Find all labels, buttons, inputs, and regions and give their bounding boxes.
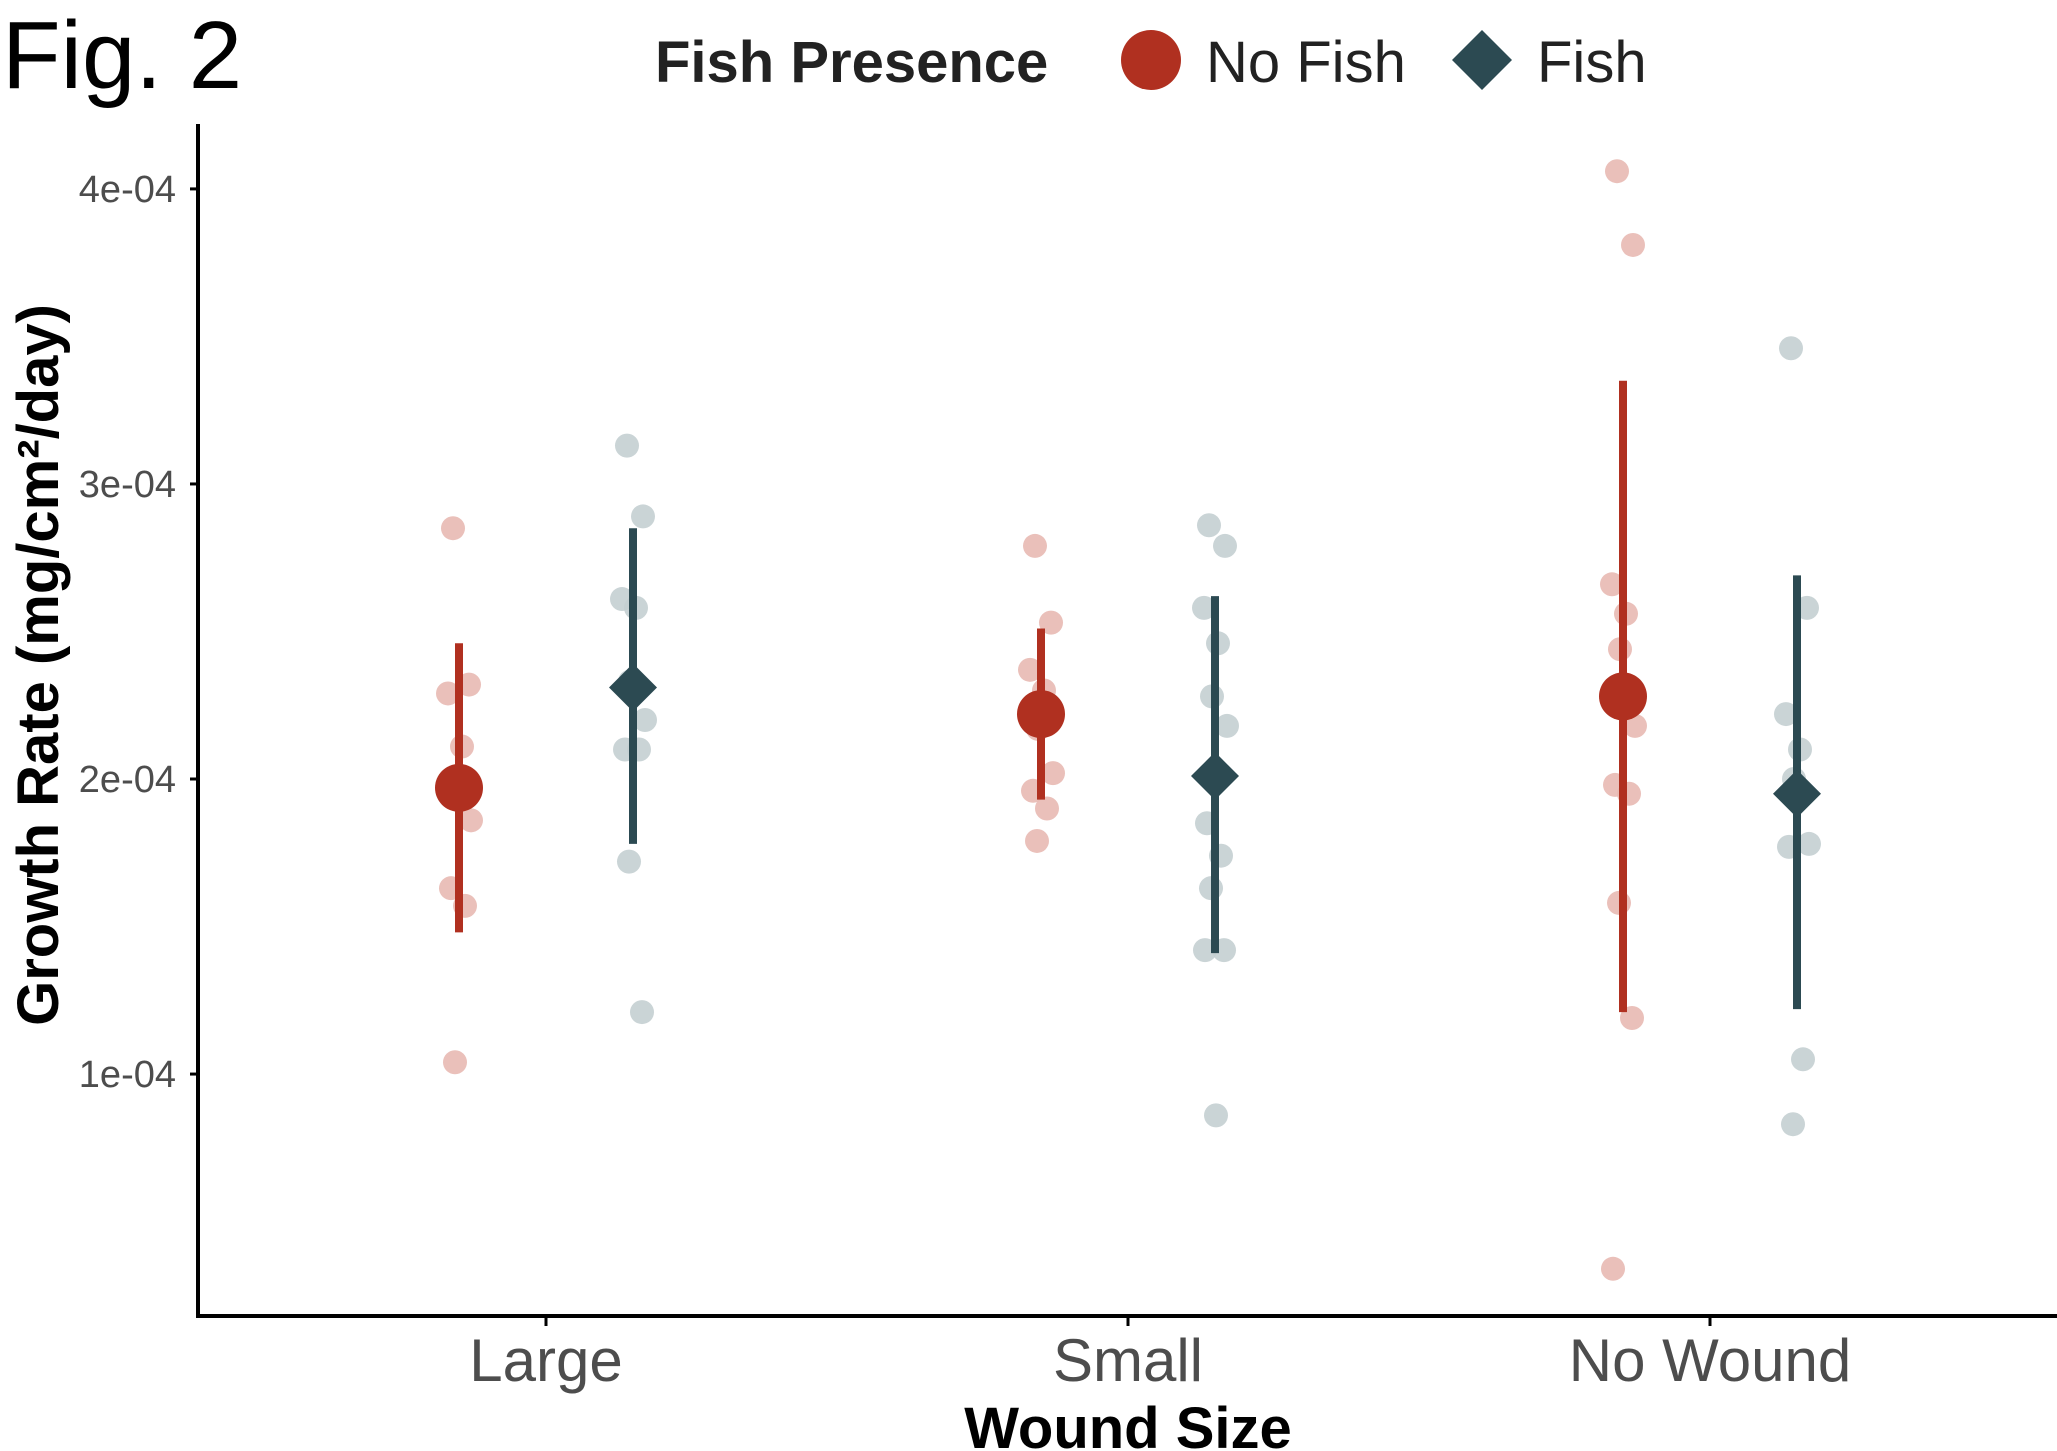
raw-points — [436, 159, 1821, 1281]
no-fish-raw-point — [443, 1050, 467, 1075]
fish-raw-point — [1213, 533, 1237, 558]
fish-raw-point — [1774, 702, 1798, 727]
fish-mean-point-no-wound — [1773, 769, 1821, 818]
legend-fish-marker — [1452, 30, 1512, 90]
fish-mean-point-small — [1191, 752, 1239, 801]
no-fish-mean-point-large — [435, 763, 483, 812]
fish-raw-point — [615, 433, 639, 458]
fish-raw-point — [1797, 831, 1821, 856]
fish-raw-point — [1791, 1047, 1815, 1072]
fish-raw-point — [617, 849, 641, 874]
x-tick-label: No Wound — [1569, 1327, 1851, 1394]
x-tick-label: Large — [469, 1327, 622, 1394]
legend: Fish Presence No Fish Fish — [655, 30, 1647, 95]
fish-mean-point-large — [609, 663, 657, 712]
fish-raw-point — [630, 1000, 654, 1025]
legend-fish-label: Fish — [1537, 30, 1647, 95]
legend-no-fish-marker — [1121, 30, 1181, 90]
error-bars — [455, 380, 1801, 1013]
x-tick-label: Small — [1053, 1327, 1203, 1394]
no-fish-raw-point — [1035, 796, 1059, 821]
x-axis-title: Wound Size — [964, 1396, 1292, 1451]
no-fish-raw-point — [441, 516, 465, 541]
no-fish-raw-point — [436, 681, 460, 706]
y-axis-title: Growth Rate (mg/cm²/day) — [6, 304, 71, 1026]
fish-raw-point — [1781, 1112, 1805, 1137]
no-fish-raw-point — [1041, 761, 1065, 786]
no-fish-raw-point — [459, 808, 483, 833]
legend-title: Fish Presence — [655, 30, 1048, 95]
no-fish-raw-point — [1600, 572, 1624, 597]
fish-raw-point — [1779, 336, 1803, 361]
no-fish-mean-point-small — [1017, 690, 1065, 739]
fish-raw-point — [631, 504, 655, 529]
fish-raw-point — [633, 708, 657, 732]
fish-raw-point — [1197, 513, 1221, 538]
no-fish-raw-point — [1623, 713, 1647, 738]
no-fish-mean-point-no-wound — [1599, 672, 1647, 721]
y-ticks: 1e-04 2e-04 3e-04 4e-04 — [79, 169, 198, 1096]
no-fish-raw-point — [1025, 828, 1049, 853]
y-tick-label: 4e-04 — [79, 169, 176, 211]
mean-markers — [435, 663, 1821, 818]
fish-raw-point — [1204, 1103, 1228, 1128]
x-ticks: Large Small No Wound — [469, 1316, 1851, 1394]
legend-no-fish-label: No Fish — [1206, 30, 1406, 95]
figure-label: Fig. 2 — [2, 2, 242, 109]
fish-raw-point — [1192, 595, 1216, 620]
no-fish-raw-point — [1621, 232, 1645, 257]
no-fish-raw-point — [1023, 533, 1047, 558]
y-tick-label: 1e-04 — [79, 1054, 176, 1096]
y-tick-label: 2e-04 — [79, 759, 176, 801]
y-tick-label: 3e-04 — [79, 464, 176, 506]
no-fish-raw-point — [1605, 159, 1629, 184]
fish-raw-point — [1215, 713, 1239, 738]
no-fish-raw-point — [1018, 657, 1042, 682]
no-fish-raw-point — [1601, 1256, 1625, 1281]
